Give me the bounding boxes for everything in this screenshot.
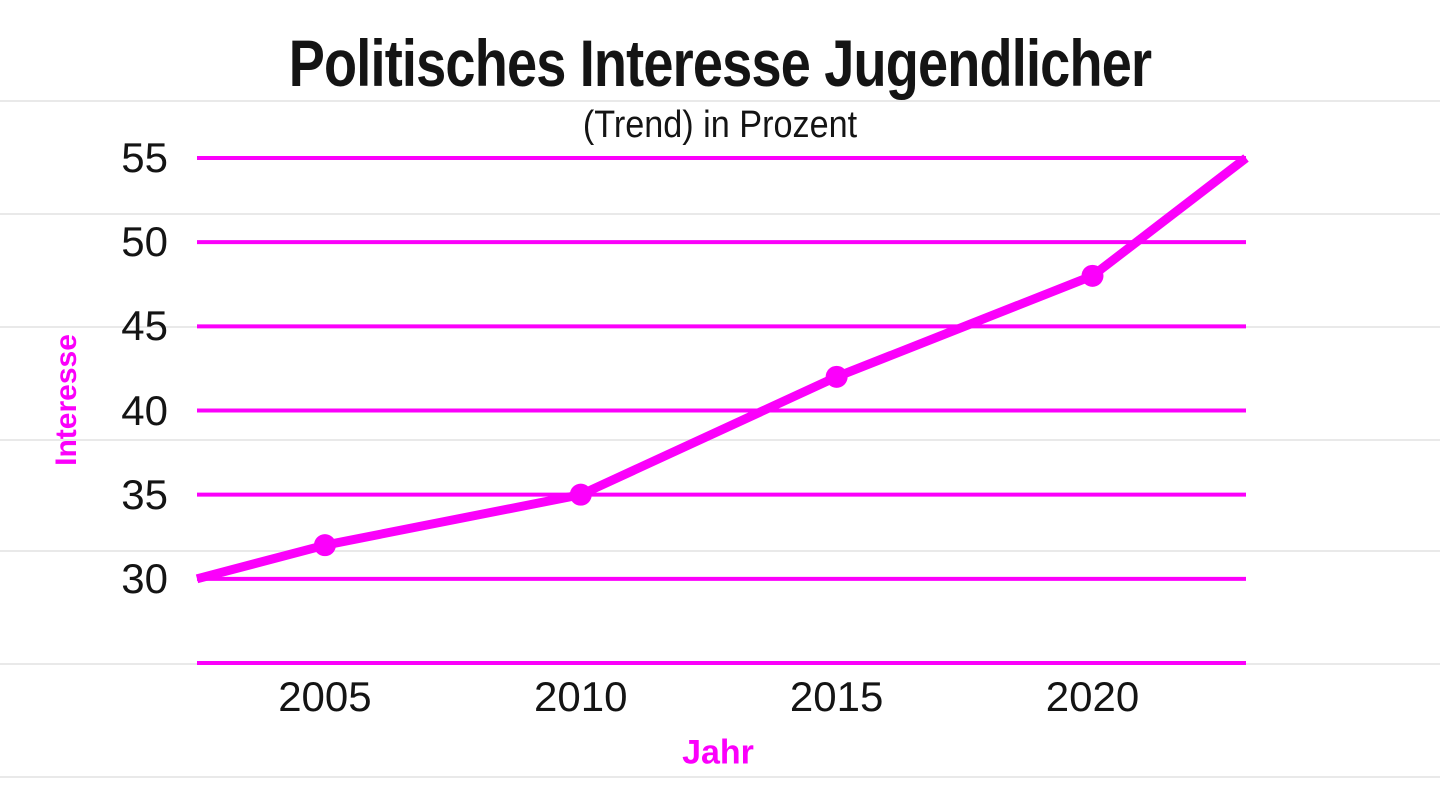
x-tick-label-2005: 2005 — [278, 673, 372, 720]
chart-subtitle: (Trend) in Prozent — [582, 104, 858, 146]
data-point-2020 — [1081, 264, 1104, 287]
y-tick-label-30: 30 — [121, 554, 168, 602]
x-tick-label-2015: 2015 — [789, 673, 884, 720]
data-point-2005 — [313, 534, 336, 557]
data-point-2015 — [825, 365, 848, 388]
trend-line — [195, 154, 1249, 584]
chart-title: Politisches Interesse Jugendlicher — [288, 26, 1152, 100]
y-tick-label-45: 45 — [121, 302, 168, 350]
data-point-2010 — [569, 483, 592, 506]
x-axis-title: Jahr — [682, 733, 754, 772]
y-tick-label-40: 40 — [121, 386, 168, 434]
x-tick-label-2010: 2010 — [534, 673, 628, 720]
y-tick-label-55: 55 — [121, 134, 168, 181]
y-tick-label-50: 50 — [121, 218, 168, 266]
y-tick-label-35: 35 — [121, 470, 168, 518]
x-tick-label-2020: 2020 — [1045, 673, 1140, 720]
